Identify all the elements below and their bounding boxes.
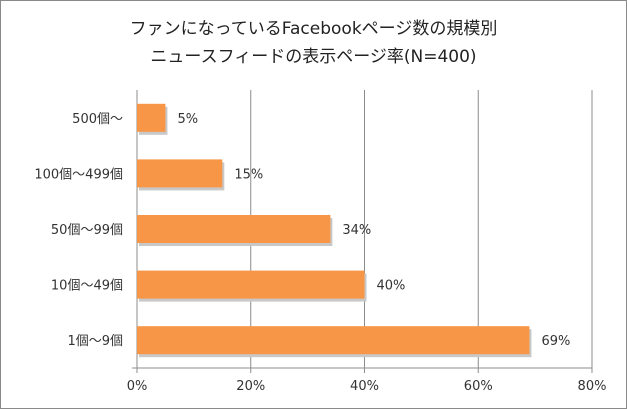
bar bbox=[137, 159, 223, 188]
data-label: 34% bbox=[342, 223, 371, 238]
x-tick-label: 0% bbox=[127, 379, 148, 394]
category-label: 10個〜49個 bbox=[51, 279, 123, 294]
bar bbox=[137, 103, 166, 132]
category-label: 50個〜99個 bbox=[51, 223, 123, 238]
data-label: 5% bbox=[177, 112, 198, 127]
bar bbox=[137, 270, 365, 299]
data-label: 69% bbox=[541, 334, 570, 349]
data-label: 15% bbox=[234, 167, 263, 182]
category-label: 100個〜499個 bbox=[34, 167, 123, 182]
bar bbox=[137, 215, 331, 243]
x-tick-label: 60% bbox=[464, 379, 493, 394]
chart-title: ファンになっているFacebookページ数の規模別 bbox=[129, 19, 498, 39]
x-tick-label: 20% bbox=[236, 379, 265, 394]
x-tick-label: 80% bbox=[578, 379, 607, 394]
category-label: 500個〜 bbox=[72, 112, 123, 127]
x-tick-label: 40% bbox=[350, 379, 379, 394]
chart-subtitle: ニュースフィードの表示ページ率(N=400) bbox=[150, 47, 477, 67]
data-label: 40% bbox=[377, 279, 406, 294]
category-label: 1個〜9個 bbox=[67, 334, 123, 349]
bar bbox=[137, 326, 530, 355]
